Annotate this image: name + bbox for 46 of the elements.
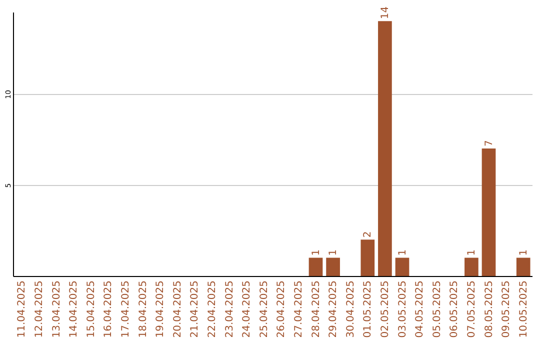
bar	[464, 258, 478, 276]
bar	[516, 258, 530, 276]
x-tick-label: 13.04.2025	[51, 280, 62, 338]
x-tick-label: 03.05.2025	[397, 280, 408, 338]
x-tick-label: 25.04.2025	[258, 280, 270, 338]
x-tick-label: 18.04.2025	[138, 280, 149, 338]
x-tick-label: 19.04.2025	[155, 280, 166, 338]
x-tick-label: 01.05.2025	[362, 280, 374, 338]
x-tick-label: 04.05.2025	[414, 280, 426, 338]
x-tick-label: 09.05.2025	[501, 280, 512, 338]
x-tick-label: 11.04.2025	[16, 280, 28, 338]
x-tick-label: 24.04.2025	[242, 280, 253, 338]
data-label: 1	[466, 249, 478, 256]
data-label: 2	[362, 231, 374, 238]
bar	[360, 240, 375, 276]
data-label: 1	[397, 249, 408, 256]
x-tick-label: 02.05.2025	[380, 280, 391, 338]
x-tick-label: 06.05.2025	[449, 280, 460, 338]
data-label: 1	[328, 249, 340, 256]
bar	[326, 258, 340, 276]
x-tick-label: 07.05.2025	[466, 280, 478, 338]
x-tick-label: 08.05.2025	[484, 280, 495, 338]
data-label: 7	[484, 140, 495, 147]
x-tick-label: 05.05.2025	[432, 280, 443, 338]
data-label: 1	[518, 249, 530, 256]
x-tick-label: 28.04.2025	[310, 280, 322, 338]
data-label: 14	[380, 6, 391, 20]
bar	[395, 258, 410, 276]
bar	[378, 21, 392, 276]
x-tick-label: 17.04.2025	[120, 280, 132, 338]
bar	[482, 148, 496, 276]
x-tick-label: 20.04.2025	[172, 280, 184, 338]
x-tick-label: 21.04.2025	[190, 280, 201, 338]
x-tick-label: 15.04.2025	[86, 280, 97, 338]
data-label: 1	[310, 249, 322, 256]
x-tick-label: 26.04.2025	[276, 280, 288, 338]
x-tick-label: 27.04.2025	[293, 280, 304, 338]
x-tick-label: 14.04.2025	[68, 280, 80, 338]
x-tick-label: 29.04.2025	[328, 280, 340, 338]
x-tick-label: 30.04.2025	[345, 280, 356, 338]
bar	[308, 258, 323, 276]
x-tick-label: 10.05.2025	[518, 280, 530, 338]
x-tick-label: 23.04.2025	[224, 280, 236, 338]
x-tick-label: 22.04.2025	[206, 280, 218, 338]
x-tick-label: 12.04.2025	[34, 280, 45, 338]
x-tick-label: 16.04.2025	[103, 280, 114, 338]
